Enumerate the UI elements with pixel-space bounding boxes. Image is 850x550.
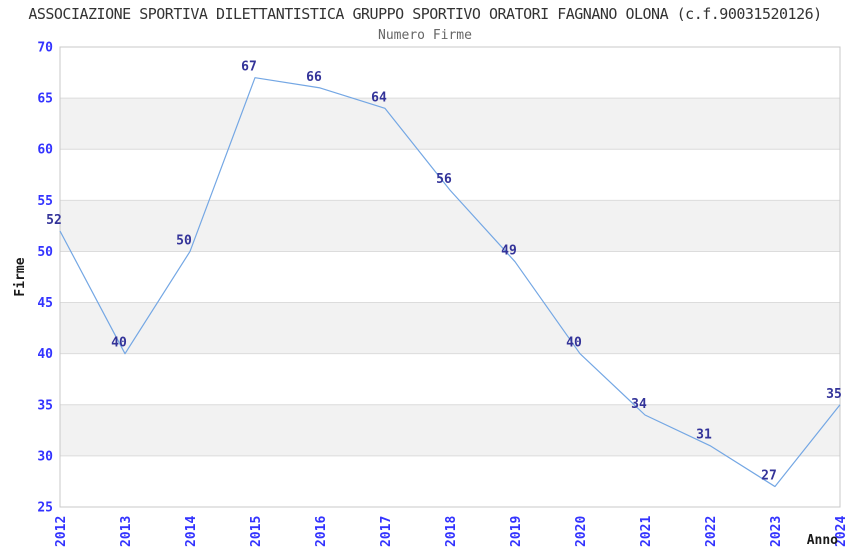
x-tick-label: 2020 — [574, 516, 589, 547]
data-line — [59, 77, 841, 488]
data-point-label: 50 — [176, 233, 192, 248]
data-point-label: 49 — [501, 244, 517, 259]
data-point-label: 66 — [306, 70, 322, 85]
data-point-label: 67 — [241, 60, 257, 75]
x-tick-label: 2016 — [314, 516, 329, 547]
data-point-label: 64 — [371, 90, 387, 105]
x-axis-title: Anno — [807, 533, 838, 548]
x-tick-label: 2012 — [54, 516, 69, 547]
plot-band — [60, 302, 840, 354]
data-point-label: 27 — [761, 469, 777, 484]
y-tick-label: 25 — [37, 501, 53, 516]
data-point-label: 40 — [111, 336, 127, 351]
chart-title: ASSOCIAZIONE SPORTIVA DILETTANTISTICA GR… — [28, 5, 822, 23]
x-tick-label: 2023 — [769, 516, 784, 547]
x-tick-label: 2018 — [444, 516, 459, 547]
data-point-label: 34 — [631, 397, 647, 412]
data-point-label: 35 — [826, 387, 842, 402]
y-tick-label: 35 — [37, 398, 53, 413]
x-tick-label: 2015 — [249, 516, 264, 547]
y-tick-label: 30 — [37, 449, 53, 464]
x-tick-label: 2013 — [119, 516, 134, 547]
x-tick-label: 2021 — [639, 516, 654, 547]
data-point-label: 40 — [566, 336, 582, 351]
plot-band — [60, 98, 840, 150]
x-tick-label: 2022 — [704, 516, 719, 547]
y-tick-label: 50 — [37, 245, 53, 260]
y-tick-label: 65 — [37, 92, 53, 107]
y-tick-label: 70 — [37, 41, 53, 56]
data-point-label: 31 — [696, 428, 712, 443]
x-tick-label: 2019 — [509, 516, 524, 547]
chart-subtitle: Numero Firme — [378, 28, 472, 43]
plot-frame — [59, 46, 841, 508]
data-point-label: 56 — [436, 172, 452, 187]
y-axis-title: Firme — [13, 257, 28, 296]
plot-band — [60, 404, 840, 456]
data-point-label: 52 — [46, 213, 62, 228]
x-tick-label: 2014 — [184, 516, 199, 547]
y-tick-label: 55 — [37, 194, 53, 209]
x-tick-label: 2024 — [834, 516, 849, 547]
y-tick-label: 45 — [37, 296, 53, 311]
y-tick-label: 60 — [37, 143, 53, 158]
y-tick-label: 40 — [37, 347, 53, 362]
x-tick-label: 2017 — [379, 516, 394, 547]
plot-band — [60, 200, 840, 252]
